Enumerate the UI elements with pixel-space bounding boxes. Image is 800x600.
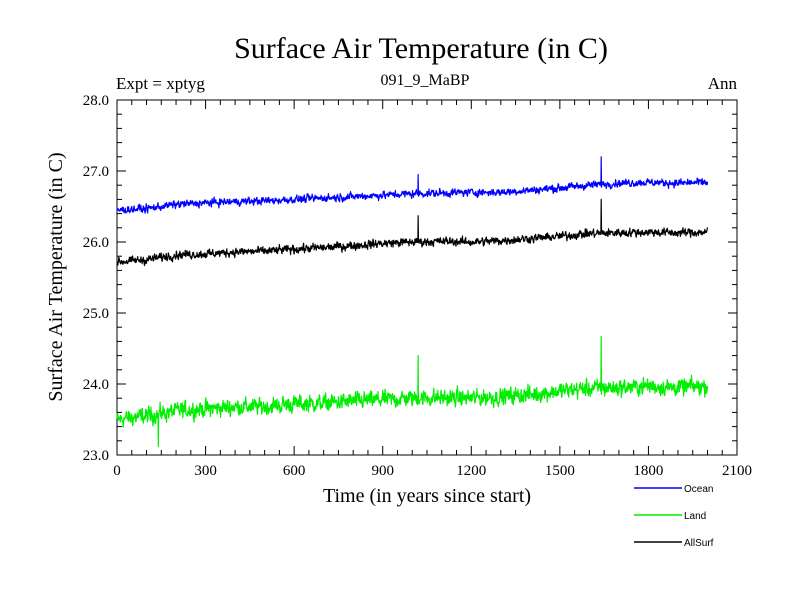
experiment-label: Expt = xptyg bbox=[116, 74, 205, 93]
legend: Ocean Land AllSurf bbox=[634, 484, 714, 549]
x-tick-label: 600 bbox=[283, 463, 306, 479]
chart-subtitle: 091_9_MaBP bbox=[381, 72, 470, 89]
x-tick-label: 1500 bbox=[545, 463, 575, 479]
period-label: Ann bbox=[708, 74, 738, 93]
y-tick-label: 23.0 bbox=[83, 448, 109, 464]
x-tick-label: 900 bbox=[371, 463, 394, 479]
series-line-allsurf bbox=[116, 198, 709, 267]
y-axis-label: Surface Air Temperature (in C) bbox=[45, 152, 67, 401]
series-layer bbox=[116, 156, 709, 448]
series-line-ocean bbox=[116, 156, 709, 214]
chart-title: Surface Air Temperature (in C) bbox=[234, 32, 608, 65]
y-tick-label: 24.0 bbox=[83, 377, 109, 393]
y-tick-label: 26.0 bbox=[83, 235, 109, 251]
x-tick-label: 300 bbox=[194, 463, 217, 479]
x-tick-label: 0 bbox=[113, 463, 121, 479]
x-tick-label: 1800 bbox=[633, 463, 663, 479]
legend-label-allsurf: AllSurf bbox=[684, 538, 714, 549]
series-line-land bbox=[116, 335, 709, 448]
legend-label-land: Land bbox=[684, 511, 706, 522]
y-tick-label: 28.0 bbox=[83, 93, 109, 109]
x-tick-label: 2100 bbox=[722, 463, 752, 479]
legend-label-ocean: Ocean bbox=[684, 484, 713, 495]
y-tick-label: 25.0 bbox=[83, 306, 109, 322]
x-axis-label: Time (in years since start) bbox=[323, 485, 531, 507]
x-tick-label: 1200 bbox=[456, 463, 486, 479]
y-tick-label: 27.0 bbox=[83, 164, 109, 180]
axes-layer: 0 300 600 900 1200 1500 1800 2100 23.0 24.0 25.0 26… bbox=[83, 93, 752, 479]
